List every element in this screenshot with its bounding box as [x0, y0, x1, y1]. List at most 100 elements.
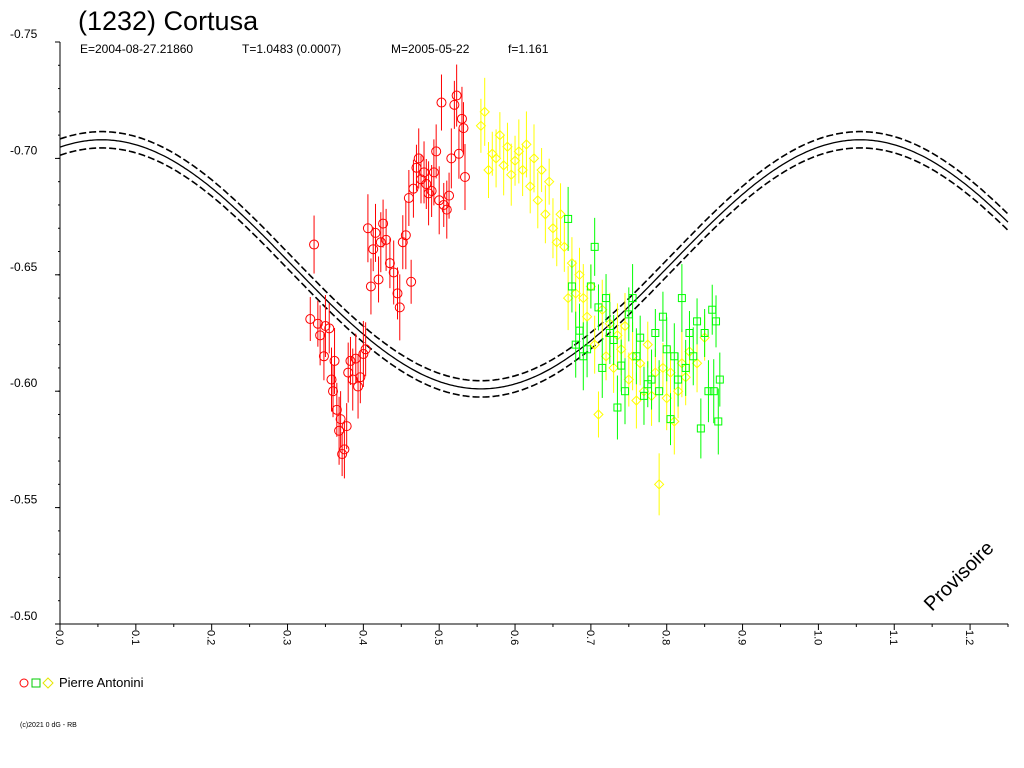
y-tick-label: -0.50 [10, 609, 38, 623]
data-point-circle [441, 204, 452, 215]
data-point-diamond [562, 292, 574, 304]
data-point-diamond [532, 195, 543, 206]
legend-diamond-marker [42, 677, 54, 689]
legend: Pierre Antonini [19, 675, 144, 690]
data-point-diamond [551, 237, 562, 248]
data-point-square [602, 294, 611, 303]
data-point-diamond [661, 392, 672, 404]
x-tick-label: 1.2 [963, 630, 975, 645]
legend-circle-marker [19, 678, 29, 688]
data-point-diamond [555, 209, 566, 220]
x-tick-label: 0.8 [660, 630, 672, 645]
data-point-diamond [525, 181, 536, 192]
data-point-circle [305, 314, 316, 325]
data-point-diamond [619, 320, 631, 332]
provisional-watermark: Provisoire [920, 537, 998, 615]
data-point-circle [451, 90, 462, 101]
data-point-square [662, 345, 671, 354]
data-point-diamond [494, 129, 506, 141]
data-point-diamond [479, 106, 490, 118]
data-point-square [681, 363, 690, 372]
x-ticks: 0.0 0.1 0.2 0.3 0.4 0.5 0.6 0.7 0.8 0.9 1.0 1.1 1.2 [53, 624, 1009, 645]
data-point-square [704, 387, 713, 396]
data-point-diamond [653, 479, 665, 490]
data-point-circle [384, 258, 395, 269]
data-point-square [564, 214, 573, 223]
x-tick-label: 1.1 [887, 630, 899, 645]
data-point-circle [381, 234, 392, 245]
x-tick-label: 0.5 [432, 630, 444, 645]
data-point-circle [347, 374, 358, 385]
data-point-diamond [634, 358, 646, 369]
data-point-square [700, 329, 709, 337]
data-point-circle [309, 239, 320, 250]
data-point-diamond [631, 395, 642, 406]
data-point-diamond [509, 155, 521, 166]
data-point-square [658, 312, 667, 321]
data-point-diamond [536, 164, 547, 176]
data-point-circle [378, 218, 389, 229]
data-point-circle [358, 348, 369, 359]
x-tick-label: 0.6 [508, 630, 520, 645]
data-point-circle [362, 223, 373, 234]
data-point-diamond [513, 146, 525, 157]
chart-title: (1232) Cortusa [78, 6, 259, 36]
data-point-square [651, 329, 660, 337]
data-point-square [567, 282, 576, 291]
x-tick-label: 1.0 [811, 630, 823, 645]
data-point-diamond [502, 141, 513, 152]
x-tick-label: 0.4 [356, 630, 368, 645]
data-point-circle [449, 99, 460, 110]
data-point-circle [334, 425, 345, 436]
data-point-circle [370, 227, 381, 238]
data-point-square [714, 417, 723, 426]
data-points [305, 64, 724, 516]
data-point-diamond [581, 311, 593, 322]
y-tick-label: -0.60 [10, 376, 38, 390]
data-point-square [696, 424, 705, 433]
data-point-square [613, 403, 622, 412]
data-point-diamond [543, 176, 555, 187]
fit-curves [59, 130, 1009, 398]
data-point-circle [331, 404, 342, 415]
data-point-circle [341, 421, 352, 432]
data-point-square [586, 282, 595, 291]
subtitle-order: f=1.161 [508, 42, 549, 56]
data-point-diamond [498, 160, 509, 171]
data-point-circle [446, 153, 457, 164]
data-point-square [693, 317, 702, 326]
data-point-diamond [574, 269, 585, 281]
data-point-diamond [657, 362, 669, 374]
data-point-circle [459, 172, 470, 183]
data-point-square [609, 335, 618, 344]
data-point-diamond [597, 304, 608, 315]
data-point-square [594, 303, 603, 312]
data-point-square [666, 415, 675, 424]
data-point-square [583, 345, 592, 354]
data-point-circle [397, 237, 408, 248]
data-point-diamond [665, 367, 676, 378]
data-point-circle [421, 179, 432, 190]
data-point-square [636, 333, 645, 342]
subtitle-date: M=2005-05-22 [391, 42, 470, 56]
data-point-square [689, 352, 698, 361]
data-point-diamond [570, 288, 581, 299]
data-point-circle [431, 146, 442, 157]
data-point-circle [329, 355, 340, 366]
data-point-circle [337, 449, 348, 460]
data-point-circle [312, 318, 323, 329]
data-point-square [712, 317, 721, 326]
data-point-circle [318, 351, 329, 362]
data-point-circle [426, 185, 437, 196]
data-point-circle [365, 281, 376, 292]
fit-mean-curve [59, 139, 1009, 390]
data-point-diamond [517, 164, 528, 176]
data-point-diamond [627, 351, 638, 362]
data-point-square [655, 387, 664, 396]
data-point-circle [324, 323, 335, 334]
data-point-diamond [669, 416, 680, 427]
fit-lower-bound [59, 130, 1009, 382]
data-point-square [598, 363, 607, 372]
data-point-square [709, 387, 718, 396]
data-point-diamond [691, 358, 703, 369]
